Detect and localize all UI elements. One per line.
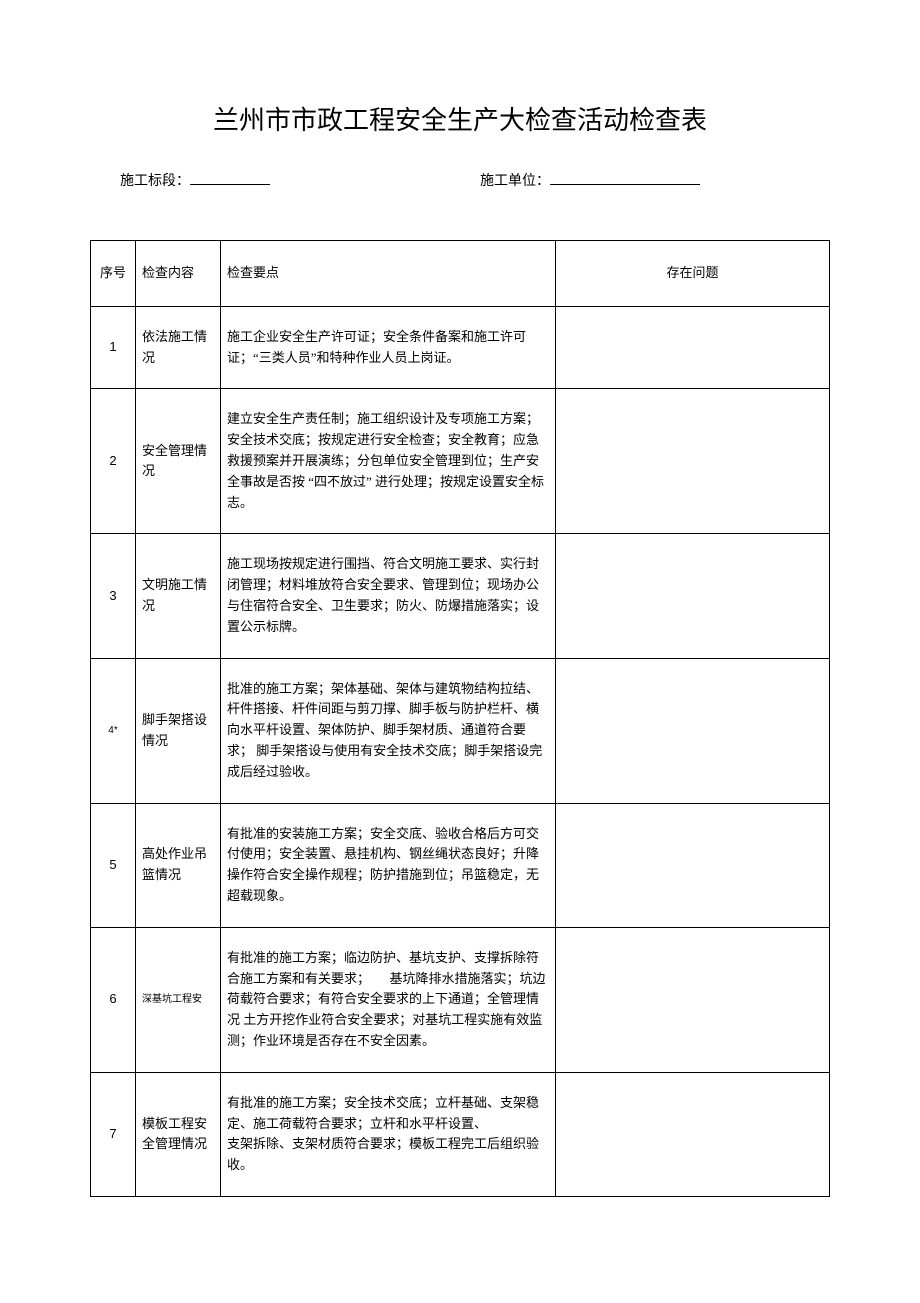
cell-issue xyxy=(556,927,830,1072)
cell-content: 高处作业吊篮情况 xyxy=(136,803,221,927)
table-row: 2 安全管理情况 建立安全生产责任制；施工组织设计及专项施工方案；安全技术交底；… xyxy=(91,389,830,534)
cell-num: 5 xyxy=(91,803,136,927)
table-row: 7 模板工程安全管理情况 有批准的施工方案；安全技术交底；立杆基础、支架稳定、施… xyxy=(91,1072,830,1196)
page-title: 兰州市市政工程安全生产大检查活动检查表 xyxy=(90,100,830,137)
cell-key: 有批准的安装施工方案；安全交底、验收合格后方可交付使用；安全装置、悬挂机构、钢丝… xyxy=(221,803,556,927)
cell-content: 安全管理情况 xyxy=(136,389,221,534)
cell-content: 依法施工情况 xyxy=(136,306,221,389)
section-value[interactable] xyxy=(190,167,270,185)
cell-key: 建立安全生产责任制；施工组织设计及专项施工方案；安全技术交底；按规定进行安全检查… xyxy=(221,389,556,534)
table-row: 5 高处作业吊篮情况 有批准的安装施工方案；安全交底、验收合格后方可交付使用；安… xyxy=(91,803,830,927)
header-content: 检查内容 xyxy=(136,241,221,307)
cell-key: 施工现场按规定进行围挡、符合文明施工要求、实行封闭管理；材料堆放符合安全要求、管… xyxy=(221,534,556,658)
inspection-table: 序号 检查内容 检查要点 存在问题 1 依法施工情况 施工企业安全生产许可证；安… xyxy=(90,240,830,1197)
cell-content: 深基坑工程安 xyxy=(136,927,221,1072)
cell-content: 脚手架搭设情况 xyxy=(136,658,221,803)
unit-label: 施工单位： xyxy=(480,170,550,190)
cell-issue xyxy=(556,306,830,389)
cell-key: 批准的施工方案；架体基础、架体与建筑物结构拉结、杆件搭接、杆件间距与剪刀撑、脚手… xyxy=(221,658,556,803)
section-group: 施工标段： xyxy=(120,167,270,190)
cell-content: 文明施工情况 xyxy=(136,534,221,658)
header-issue: 存在问题 xyxy=(556,241,830,307)
cell-key: 施工企业安全生产许可证；安全条件备案和施工许可证；“三类人员”和特种作业人员上岗… xyxy=(221,306,556,389)
unit-group: 施工单位： xyxy=(480,167,700,190)
cell-num: 1 xyxy=(91,306,136,389)
form-line: 施工标段： 施工单位： xyxy=(90,167,830,190)
cell-content: 模板工程安全管理情况 xyxy=(136,1072,221,1196)
table-header-row: 序号 检查内容 检查要点 存在问题 xyxy=(91,241,830,307)
cell-num: 2 xyxy=(91,389,136,534)
unit-value[interactable] xyxy=(550,167,700,185)
cell-issue xyxy=(556,803,830,927)
cell-num: 7 xyxy=(91,1072,136,1196)
cell-issue xyxy=(556,389,830,534)
header-key: 检查要点 xyxy=(221,241,556,307)
cell-issue xyxy=(556,1072,830,1196)
cell-issue xyxy=(556,534,830,658)
cell-num: 6 xyxy=(91,927,136,1072)
cell-num: 4* xyxy=(91,658,136,803)
cell-issue xyxy=(556,658,830,803)
section-label: 施工标段： xyxy=(120,170,190,190)
table-row: 1 依法施工情况 施工企业安全生产许可证；安全条件备案和施工许可证；“三类人员”… xyxy=(91,306,830,389)
table-row: 3 文明施工情况 施工现场按规定进行围挡、符合文明施工要求、实行封闭管理；材料堆… xyxy=(91,534,830,658)
cell-key: 有批准的施工方案；临边防护、基坑支护、支撑拆除符合施工方案和有关要求； 基坑降排… xyxy=(221,927,556,1072)
header-num: 序号 xyxy=(91,241,136,307)
cell-key: 有批准的施工方案；安全技术交底；立杆基础、支架稳定、施工荷载符合要求；立杆和水平… xyxy=(221,1072,556,1196)
table-row: 6 深基坑工程安 有批准的施工方案；临边防护、基坑支护、支撑拆除符合施工方案和有… xyxy=(91,927,830,1072)
table-row: 4* 脚手架搭设情况 批准的施工方案；架体基础、架体与建筑物结构拉结、杆件搭接、… xyxy=(91,658,830,803)
cell-num: 3 xyxy=(91,534,136,658)
